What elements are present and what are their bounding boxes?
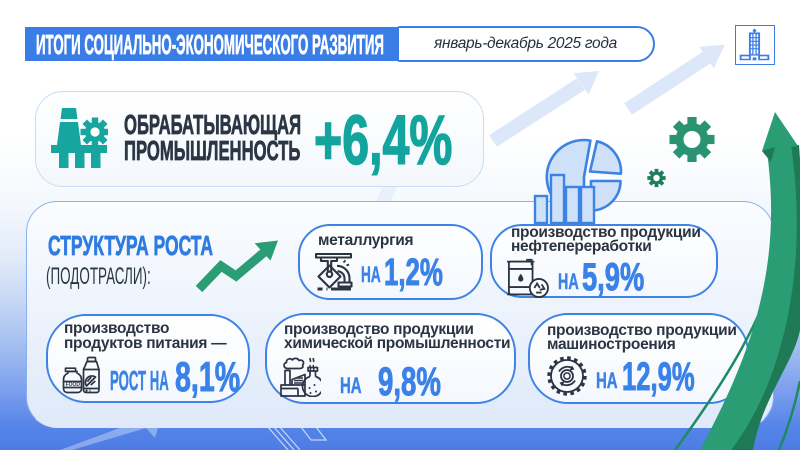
svg-text:FOOD: FOOD <box>66 382 81 388</box>
